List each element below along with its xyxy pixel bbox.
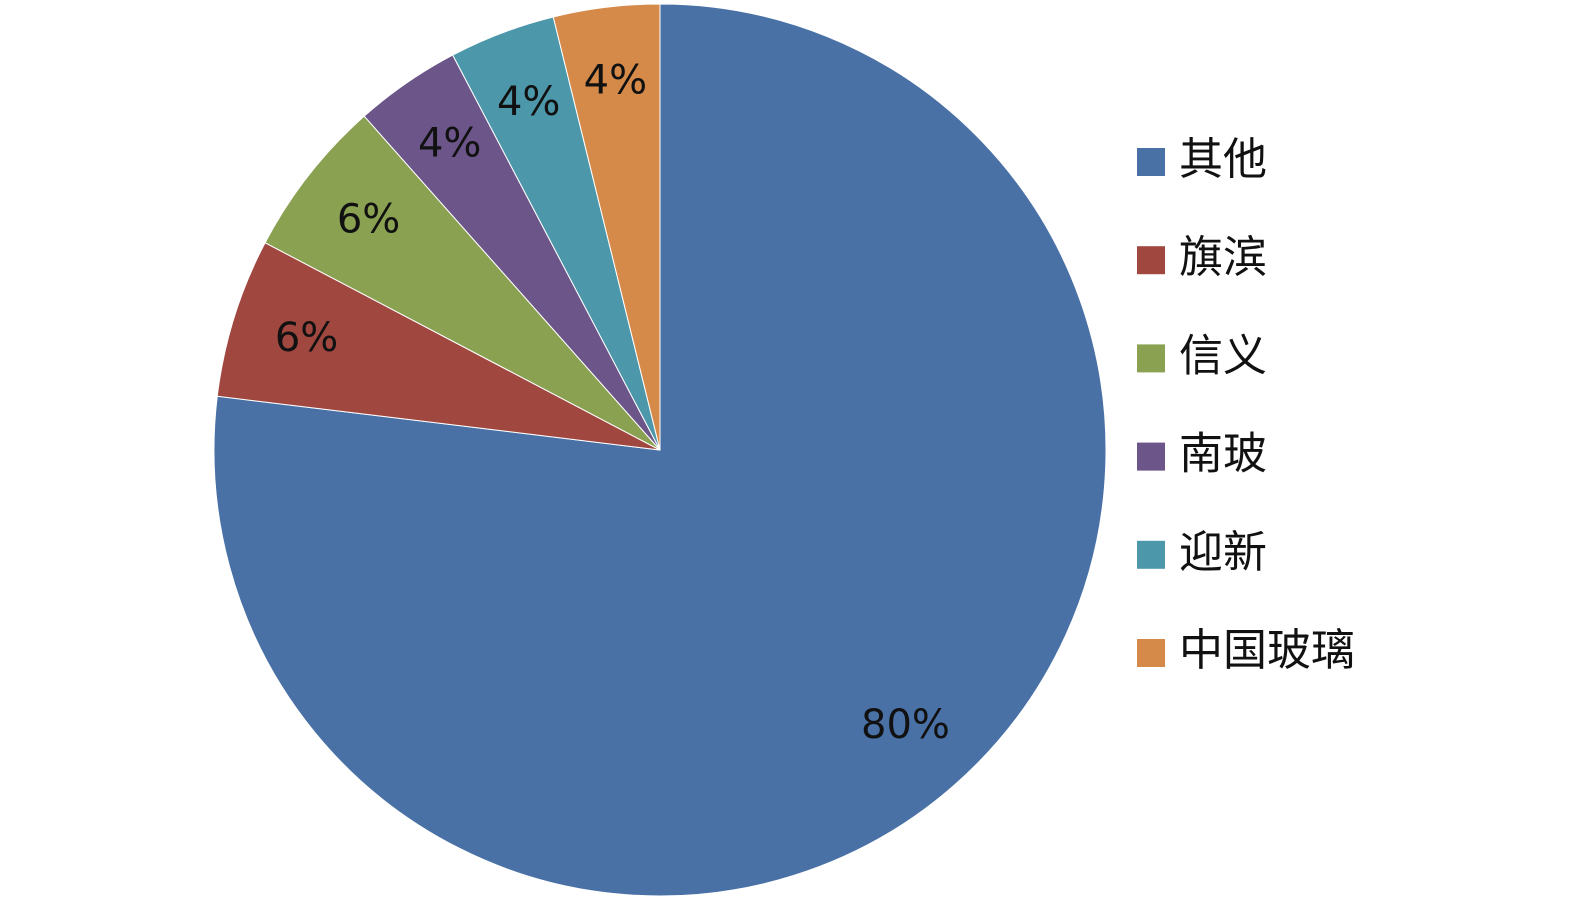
data-label: 6%	[337, 197, 400, 243]
data-label: 80%	[861, 702, 950, 748]
legend-label: 迎新	[1179, 527, 1267, 578]
legend-label: 其他	[1179, 134, 1267, 185]
legend-swatch	[1137, 639, 1165, 667]
legend-label: 南玻	[1179, 429, 1267, 480]
legend-label: 旗滨	[1179, 232, 1267, 283]
legend-swatch	[1137, 442, 1165, 471]
data-label: 4%	[497, 79, 560, 125]
pie-slice	[552, 3, 661, 451]
legend-label: 信义	[1179, 330, 1267, 381]
data-label: 6%	[275, 315, 338, 361]
data-label: 4%	[418, 120, 481, 166]
legend-label: 中国玻璃	[1179, 625, 1355, 676]
pie-slice	[216, 242, 661, 451]
legend-swatch	[1137, 246, 1165, 275]
data-label: 4%	[584, 58, 647, 104]
legend-swatch	[1137, 540, 1165, 569]
legend-swatch	[1137, 344, 1165, 373]
pie-slice	[264, 115, 661, 451]
legend-swatch	[1137, 148, 1165, 176]
